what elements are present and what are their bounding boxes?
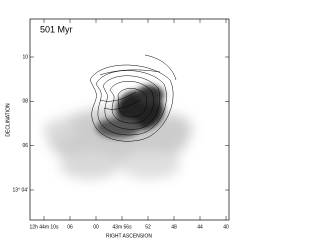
chart: 501 Myr RIGHT ASCENSION DECLINATION 12h … (5, 18, 230, 239)
x-tick-label: 52 (145, 224, 151, 230)
y-tick-label: 06 (22, 143, 28, 149)
x-tick-label: 48 (171, 224, 177, 230)
image (44, 54, 192, 179)
plot-frame (29, 18, 230, 221)
x-tick-label: 12h 44m 10s (30, 224, 59, 230)
y-tick-label: 13° 04' (13, 187, 29, 193)
x-tick-label: 00 (93, 224, 99, 230)
x-tick-label: 40 (223, 224, 229, 230)
x-tick-label: 44 (197, 224, 203, 230)
x-axis-label: RIGHT ASCENSION (106, 233, 152, 239)
x-tick-label: 43m 56s (112, 224, 132, 230)
y-axis-label: DECLINATION (5, 103, 11, 137)
x-tick-label: 06 (67, 224, 73, 230)
chart-title: 501 Myr (40, 24, 73, 34)
y-tick-label: 10 (22, 54, 28, 60)
contours (89, 54, 177, 142)
y-tick-label: 08 (22, 99, 28, 105)
